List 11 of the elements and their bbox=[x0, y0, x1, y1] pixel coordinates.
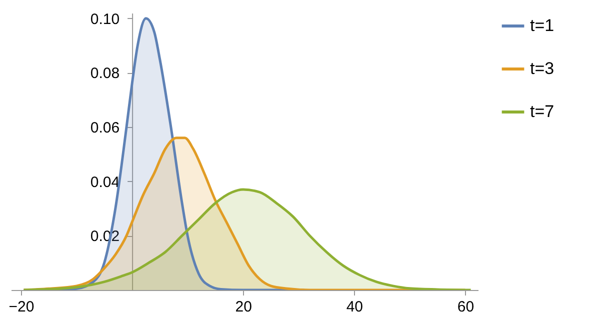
legend-label: t=3 bbox=[530, 59, 554, 78]
x-tick-label: 20 bbox=[235, 298, 252, 316]
y-tick-label: 0.06 bbox=[90, 120, 120, 137]
legend-label: t=7 bbox=[530, 102, 554, 121]
legend-label: t=1 bbox=[530, 16, 554, 35]
y-tick-label: 0.04 bbox=[90, 174, 120, 191]
x-tick-label: 40 bbox=[346, 298, 364, 316]
x-tick-label: 60 bbox=[457, 298, 474, 316]
y-tick-label: 0.08 bbox=[90, 65, 120, 82]
y-tick-label: 0.10 bbox=[90, 10, 120, 28]
x-tick-label: −20 bbox=[8, 298, 34, 316]
